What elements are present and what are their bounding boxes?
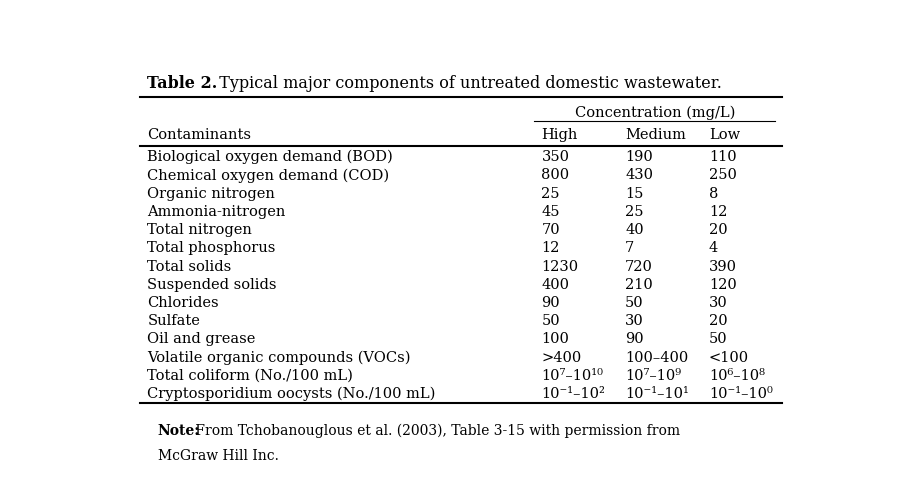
Text: Note:: Note: (158, 424, 200, 438)
Text: 30: 30 (626, 314, 644, 328)
Text: 10⁶–10⁸: 10⁶–10⁸ (709, 369, 765, 383)
Text: 10⁷–10⁹: 10⁷–10⁹ (626, 369, 681, 383)
Text: Total phosphorus: Total phosphorus (148, 242, 275, 256)
Text: 350: 350 (542, 150, 570, 164)
Text: 90: 90 (542, 296, 560, 310)
Text: 10⁻¹–10²: 10⁻¹–10² (542, 387, 606, 401)
Text: 25: 25 (626, 205, 644, 219)
Text: Biological oxygen demand (BOD): Biological oxygen demand (BOD) (148, 150, 393, 164)
Text: 100–400: 100–400 (626, 351, 688, 365)
Text: 25: 25 (542, 187, 560, 201)
Text: 50: 50 (626, 296, 644, 310)
Text: >400: >400 (542, 351, 581, 365)
Text: Total nitrogen: Total nitrogen (148, 223, 252, 237)
Text: 720: 720 (626, 259, 653, 273)
Text: Concentration (mg/L): Concentration (mg/L) (574, 105, 735, 120)
Text: 190: 190 (626, 150, 652, 164)
Text: 70: 70 (542, 223, 560, 237)
Text: 430: 430 (626, 169, 653, 183)
Text: Oil and grease: Oil and grease (148, 332, 256, 346)
Text: Total coliform (No./100 mL): Total coliform (No./100 mL) (148, 369, 353, 383)
Text: 120: 120 (709, 278, 736, 292)
Text: 400: 400 (542, 278, 570, 292)
Text: Total solids: Total solids (148, 259, 231, 273)
Text: 100: 100 (542, 332, 570, 346)
Text: 10⁷–10¹⁰: 10⁷–10¹⁰ (542, 369, 604, 383)
Text: Chlorides: Chlorides (148, 296, 219, 310)
Text: 250: 250 (709, 169, 737, 183)
Text: Contaminants: Contaminants (148, 128, 251, 142)
Text: 15: 15 (626, 187, 644, 201)
Text: 20: 20 (709, 223, 727, 237)
Text: 1230: 1230 (542, 259, 579, 273)
Text: Organic nitrogen: Organic nitrogen (148, 187, 275, 201)
Text: Sulfate: Sulfate (148, 314, 200, 328)
Text: 50: 50 (709, 332, 727, 346)
Text: Medium: Medium (626, 128, 686, 142)
Text: Low: Low (709, 128, 740, 142)
Text: 20: 20 (709, 314, 727, 328)
Text: 7: 7 (626, 242, 634, 256)
Text: 110: 110 (709, 150, 736, 164)
Text: 30: 30 (709, 296, 727, 310)
Text: 50: 50 (542, 314, 560, 328)
Text: 210: 210 (626, 278, 652, 292)
Text: McGraw Hill Inc.: McGraw Hill Inc. (158, 449, 279, 463)
Text: High: High (542, 128, 578, 142)
Text: 45: 45 (542, 205, 560, 219)
Text: From Tchobanouglous et al. (2003), Table 3-15 with permission from: From Tchobanouglous et al. (2003), Table… (191, 424, 680, 438)
Text: 12: 12 (709, 205, 727, 219)
Text: Cryptosporidium oocysts (No./100 mL): Cryptosporidium oocysts (No./100 mL) (148, 387, 436, 401)
Text: Volatile organic compounds (VOCs): Volatile organic compounds (VOCs) (148, 351, 411, 365)
Text: 390: 390 (709, 259, 737, 273)
Text: Typical major components of untreated domestic wastewater.: Typical major components of untreated do… (209, 75, 722, 92)
Text: Suspended solids: Suspended solids (148, 278, 277, 292)
Text: 8: 8 (709, 187, 718, 201)
Text: Table 2.: Table 2. (148, 75, 218, 92)
Text: 10⁻¹–10¹: 10⁻¹–10¹ (626, 387, 689, 401)
Text: 12: 12 (542, 242, 560, 256)
Text: 40: 40 (626, 223, 644, 237)
Text: 800: 800 (542, 169, 570, 183)
Text: 4: 4 (709, 242, 718, 256)
Text: Chemical oxygen demand (COD): Chemical oxygen demand (COD) (148, 168, 390, 183)
Text: 90: 90 (626, 332, 644, 346)
Text: <100: <100 (709, 351, 749, 365)
Text: Ammonia-nitrogen: Ammonia-nitrogen (148, 205, 286, 219)
Text: 10⁻¹–10⁰: 10⁻¹–10⁰ (709, 387, 773, 401)
